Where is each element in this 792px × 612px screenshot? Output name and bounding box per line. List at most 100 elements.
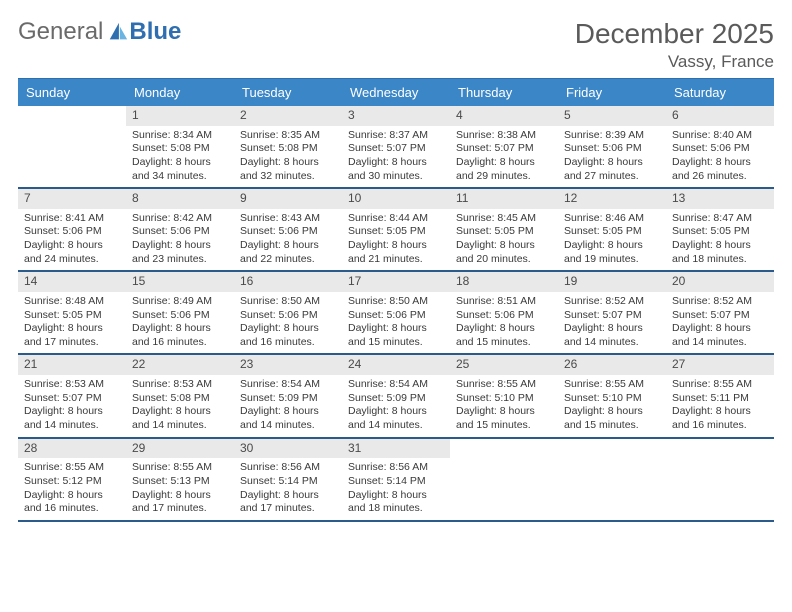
sunset-line: Sunset: 5:07 PM [456, 142, 552, 156]
day-number: 22 [126, 355, 234, 375]
day-number: 8 [126, 189, 234, 209]
sunrise-line: Sunrise: 8:50 AM [240, 295, 336, 309]
day-cell: 31Sunrise: 8:56 AMSunset: 5:14 PMDayligh… [342, 439, 450, 520]
sunrise-line: Sunrise: 8:34 AM [132, 129, 228, 143]
day-header-sunday: Sunday [18, 79, 126, 106]
daylight-line: Daylight: 8 hours and 16 minutes. [240, 322, 336, 349]
empty-cell [18, 106, 126, 187]
day-body: Sunrise: 8:55 AMSunset: 5:10 PMDaylight:… [558, 375, 666, 437]
calendar: SundayMondayTuesdayWednesdayThursdayFrid… [18, 78, 774, 522]
day-number: 4 [450, 106, 558, 126]
day-body: Sunrise: 8:46 AMSunset: 5:05 PMDaylight:… [558, 209, 666, 271]
daylight-line: Daylight: 8 hours and 14 minutes. [24, 405, 120, 432]
empty-cell [558, 439, 666, 520]
sunset-line: Sunset: 5:07 PM [564, 309, 660, 323]
sunset-line: Sunset: 5:06 PM [24, 225, 120, 239]
day-body: Sunrise: 8:45 AMSunset: 5:05 PMDaylight:… [450, 209, 558, 271]
day-number: 12 [558, 189, 666, 209]
day-header-friday: Friday [558, 79, 666, 106]
sunrise-line: Sunrise: 8:44 AM [348, 212, 444, 226]
day-body: Sunrise: 8:48 AMSunset: 5:05 PMDaylight:… [18, 292, 126, 354]
sunset-line: Sunset: 5:06 PM [132, 225, 228, 239]
daylight-line: Daylight: 8 hours and 17 minutes. [132, 489, 228, 516]
sunset-line: Sunset: 5:12 PM [24, 475, 120, 489]
day-body: Sunrise: 8:42 AMSunset: 5:06 PMDaylight:… [126, 209, 234, 271]
day-cell: 13Sunrise: 8:47 AMSunset: 5:05 PMDayligh… [666, 189, 774, 270]
day-number: 31 [342, 439, 450, 459]
day-cell: 5Sunrise: 8:39 AMSunset: 5:06 PMDaylight… [558, 106, 666, 187]
day-number [450, 439, 558, 459]
day-cell: 10Sunrise: 8:44 AMSunset: 5:05 PMDayligh… [342, 189, 450, 270]
day-number: 18 [450, 272, 558, 292]
sunrise-line: Sunrise: 8:38 AM [456, 129, 552, 143]
sunset-line: Sunset: 5:07 PM [348, 142, 444, 156]
sunset-line: Sunset: 5:08 PM [132, 142, 228, 156]
daylight-line: Daylight: 8 hours and 20 minutes. [456, 239, 552, 266]
sunrise-line: Sunrise: 8:56 AM [240, 461, 336, 475]
month-title: December 2025 [575, 18, 774, 50]
day-cell: 12Sunrise: 8:46 AMSunset: 5:05 PMDayligh… [558, 189, 666, 270]
daylight-line: Daylight: 8 hours and 26 minutes. [672, 156, 768, 183]
day-number: 3 [342, 106, 450, 126]
sunrise-line: Sunrise: 8:55 AM [24, 461, 120, 475]
daylight-line: Daylight: 8 hours and 29 minutes. [456, 156, 552, 183]
daylight-line: Daylight: 8 hours and 14 minutes. [132, 405, 228, 432]
calendar-page: General Blue December 2025 Vassy, France… [0, 0, 792, 522]
daylight-line: Daylight: 8 hours and 16 minutes. [24, 489, 120, 516]
sunrise-line: Sunrise: 8:45 AM [456, 212, 552, 226]
day-number: 6 [666, 106, 774, 126]
day-cell: 25Sunrise: 8:55 AMSunset: 5:10 PMDayligh… [450, 355, 558, 436]
day-number [558, 439, 666, 459]
topbar: General Blue December 2025 Vassy, France [18, 18, 774, 72]
day-header-wednesday: Wednesday [342, 79, 450, 106]
sunrise-line: Sunrise: 8:52 AM [564, 295, 660, 309]
sunrise-line: Sunrise: 8:55 AM [456, 378, 552, 392]
daylight-line: Daylight: 8 hours and 18 minutes. [672, 239, 768, 266]
day-body: Sunrise: 8:40 AMSunset: 5:06 PMDaylight:… [666, 126, 774, 188]
day-body: Sunrise: 8:54 AMSunset: 5:09 PMDaylight:… [342, 375, 450, 437]
day-number: 1 [126, 106, 234, 126]
day-body: Sunrise: 8:35 AMSunset: 5:08 PMDaylight:… [234, 126, 342, 188]
day-number: 10 [342, 189, 450, 209]
sunrise-line: Sunrise: 8:39 AM [564, 129, 660, 143]
sunset-line: Sunset: 5:14 PM [240, 475, 336, 489]
day-body: Sunrise: 8:47 AMSunset: 5:05 PMDaylight:… [666, 209, 774, 271]
day-body: Sunrise: 8:49 AMSunset: 5:06 PMDaylight:… [126, 292, 234, 354]
daylight-line: Daylight: 8 hours and 14 minutes. [672, 322, 768, 349]
day-body: Sunrise: 8:51 AMSunset: 5:06 PMDaylight:… [450, 292, 558, 354]
day-body: Sunrise: 8:56 AMSunset: 5:14 PMDaylight:… [342, 458, 450, 520]
sunrise-line: Sunrise: 8:42 AM [132, 212, 228, 226]
daylight-line: Daylight: 8 hours and 30 minutes. [348, 156, 444, 183]
day-number: 25 [450, 355, 558, 375]
sunset-line: Sunset: 5:06 PM [456, 309, 552, 323]
sunrise-line: Sunrise: 8:54 AM [348, 378, 444, 392]
day-body: Sunrise: 8:54 AMSunset: 5:09 PMDaylight:… [234, 375, 342, 437]
day-cell: 1Sunrise: 8:34 AMSunset: 5:08 PMDaylight… [126, 106, 234, 187]
daylight-line: Daylight: 8 hours and 16 minutes. [132, 322, 228, 349]
sunset-line: Sunset: 5:06 PM [132, 309, 228, 323]
sunrise-line: Sunrise: 8:41 AM [24, 212, 120, 226]
sunrise-line: Sunrise: 8:40 AM [672, 129, 768, 143]
day-body: Sunrise: 8:43 AMSunset: 5:06 PMDaylight:… [234, 209, 342, 271]
sunset-line: Sunset: 5:13 PM [132, 475, 228, 489]
day-number: 30 [234, 439, 342, 459]
day-cell: 18Sunrise: 8:51 AMSunset: 5:06 PMDayligh… [450, 272, 558, 353]
sunrise-line: Sunrise: 8:37 AM [348, 129, 444, 143]
sunset-line: Sunset: 5:06 PM [564, 142, 660, 156]
sunset-line: Sunset: 5:08 PM [240, 142, 336, 156]
day-body: Sunrise: 8:39 AMSunset: 5:06 PMDaylight:… [558, 126, 666, 188]
empty-cell [666, 439, 774, 520]
day-number: 24 [342, 355, 450, 375]
week-row: 14Sunrise: 8:48 AMSunset: 5:05 PMDayligh… [18, 272, 774, 355]
day-body: Sunrise: 8:53 AMSunset: 5:07 PMDaylight:… [18, 375, 126, 437]
location-label: Vassy, France [575, 52, 774, 72]
daylight-line: Daylight: 8 hours and 15 minutes. [564, 405, 660, 432]
sunrise-line: Sunrise: 8:43 AM [240, 212, 336, 226]
day-cell: 2Sunrise: 8:35 AMSunset: 5:08 PMDaylight… [234, 106, 342, 187]
day-number: 2 [234, 106, 342, 126]
day-cell: 28Sunrise: 8:55 AMSunset: 5:12 PMDayligh… [18, 439, 126, 520]
day-body: Sunrise: 8:56 AMSunset: 5:14 PMDaylight:… [234, 458, 342, 520]
sunrise-line: Sunrise: 8:48 AM [24, 295, 120, 309]
day-header-monday: Monday [126, 79, 234, 106]
sunrise-line: Sunrise: 8:55 AM [672, 378, 768, 392]
